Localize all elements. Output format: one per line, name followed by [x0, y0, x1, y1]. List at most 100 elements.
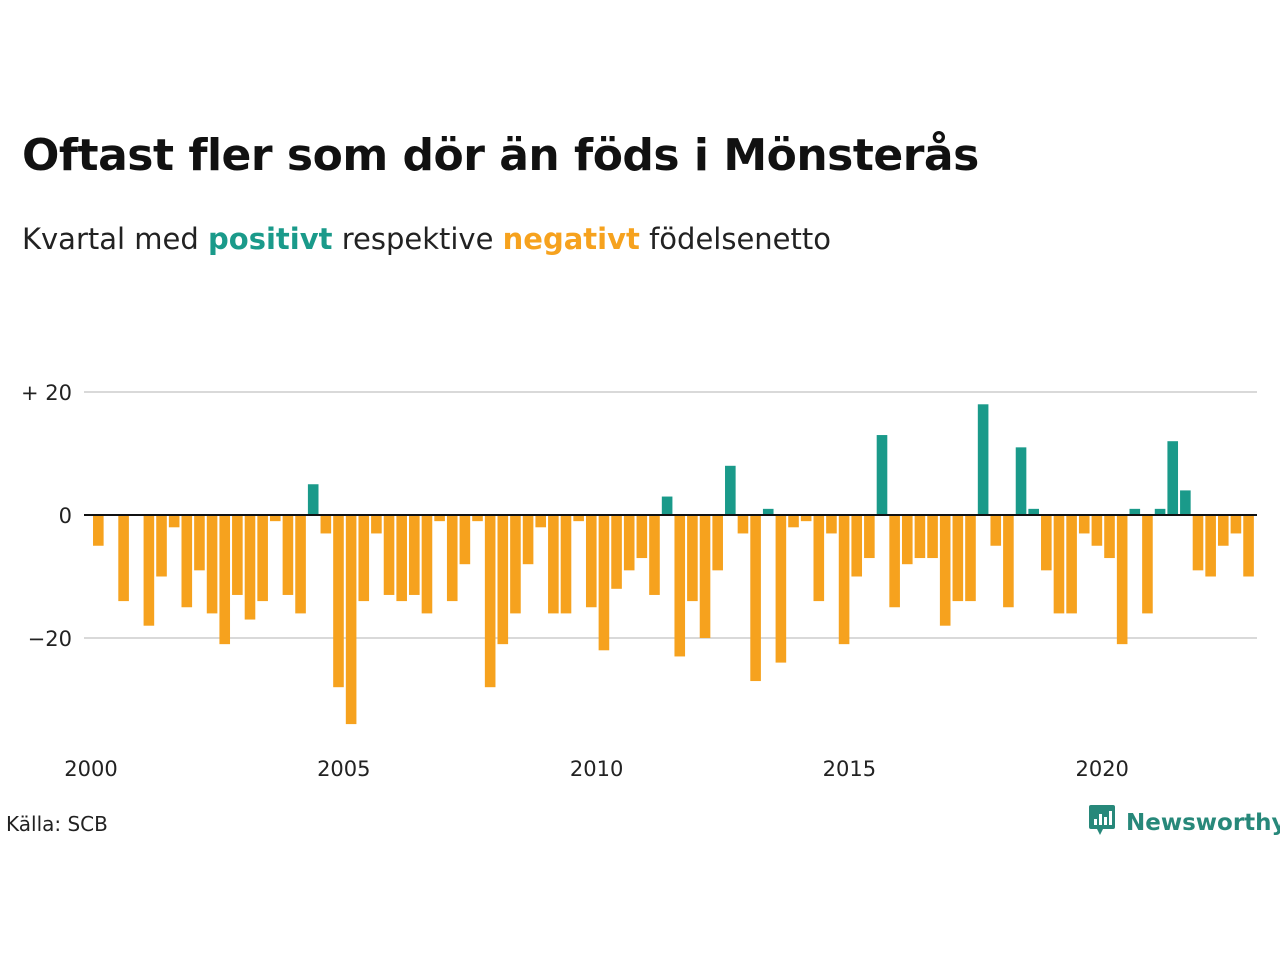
bar [1230, 515, 1242, 534]
subtitle-negative: negativt [502, 222, 640, 256]
bar [851, 515, 863, 577]
x-tick-label: 2005 [317, 757, 370, 781]
bar [1205, 515, 1216, 577]
bar [421, 515, 433, 614]
bar [611, 515, 622, 589]
bar [889, 515, 900, 608]
bar [459, 515, 471, 565]
bar [522, 515, 534, 565]
bar [737, 515, 749, 534]
bar [1217, 515, 1229, 546]
bar [333, 515, 344, 688]
bar [535, 515, 547, 528]
bar [636, 515, 648, 559]
bar [257, 515, 268, 602]
bar [838, 515, 850, 645]
bar [1167, 441, 1179, 515]
y-tick-label: 0 [59, 504, 72, 528]
bar [434, 515, 445, 522]
bar [320, 515, 332, 534]
bar [965, 515, 976, 602]
bar [1192, 515, 1204, 571]
bar [750, 515, 761, 682]
bar [409, 515, 420, 595]
bar [687, 515, 698, 602]
source-note: Källa: SCB [6, 812, 108, 836]
bar [383, 515, 395, 595]
x-tick-label: 2000 [64, 757, 117, 781]
bar [813, 515, 825, 602]
bar [269, 515, 281, 522]
bar [307, 484, 319, 515]
bar [118, 515, 129, 602]
bar [1129, 508, 1141, 515]
bar [649, 515, 660, 595]
bar [725, 465, 736, 515]
brand-name: Newsworthy [1126, 810, 1280, 836]
bar [1243, 515, 1254, 577]
bar [1116, 515, 1128, 645]
bar [927, 515, 938, 559]
bar [977, 404, 989, 515]
bar [623, 515, 635, 571]
bar [560, 515, 572, 614]
bar [1015, 447, 1027, 515]
bar [497, 515, 509, 645]
bar-chart-speech-icon [1088, 804, 1116, 842]
chart-title: Oftast fler som dör än föds i Mönsterås [22, 130, 979, 181]
subtitle-prefix: Kvartal med [22, 222, 199, 256]
bar [585, 515, 597, 608]
y-tick-label: + 20 [21, 381, 72, 405]
bar [1028, 508, 1039, 515]
bar [762, 508, 774, 515]
bar-chart: + 20 0 −20 2000 2005 2010 2015 2020 [21, 381, 1257, 781]
bar [168, 515, 180, 528]
bar [775, 515, 787, 663]
bar [345, 515, 357, 725]
bar [712, 515, 723, 571]
bar [1053, 515, 1065, 614]
bar [510, 515, 521, 614]
bar [788, 515, 799, 528]
bar [93, 515, 104, 546]
grid-lines [84, 391, 1257, 639]
bar [674, 515, 686, 657]
subtitle-middle: respektive [341, 222, 494, 256]
bar [484, 515, 496, 688]
bar [396, 515, 407, 602]
bar [1180, 490, 1191, 515]
bar [181, 515, 193, 608]
bar [699, 515, 711, 638]
bars [93, 404, 1254, 725]
bar [914, 515, 926, 559]
bar [1066, 515, 1077, 614]
x-tick-label: 2020 [1075, 757, 1128, 781]
subtitle-positive: positivt [208, 222, 333, 256]
brand-logo: Newsworthy [1088, 804, 1280, 842]
bar [446, 515, 458, 602]
bar [1104, 515, 1115, 559]
bar [371, 515, 382, 534]
bar [472, 515, 483, 522]
bar [939, 515, 951, 626]
bar [548, 515, 559, 614]
bar [232, 515, 243, 595]
bar [661, 496, 673, 515]
axes: + 20 0 −20 2000 2005 2010 2015 2020 [21, 381, 1257, 781]
bar [244, 515, 256, 620]
bar [1003, 515, 1014, 608]
bar [573, 515, 584, 522]
bar [864, 515, 875, 559]
subtitle-suffix: födelsenetto [649, 222, 831, 256]
bar [876, 435, 888, 515]
bar [1091, 515, 1103, 546]
x-tick-label: 2010 [570, 757, 623, 781]
chart-subtitle: Kvartal med positivt respektive negativt… [22, 222, 831, 256]
bar [990, 515, 1002, 546]
bar [1041, 515, 1052, 571]
bar [295, 515, 306, 614]
x-tick-label: 2015 [823, 757, 876, 781]
bar [952, 515, 964, 602]
bar [826, 515, 837, 534]
bar [358, 515, 370, 602]
